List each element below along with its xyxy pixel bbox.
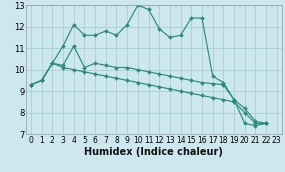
X-axis label: Humidex (Indice chaleur): Humidex (Indice chaleur)	[84, 147, 223, 157]
